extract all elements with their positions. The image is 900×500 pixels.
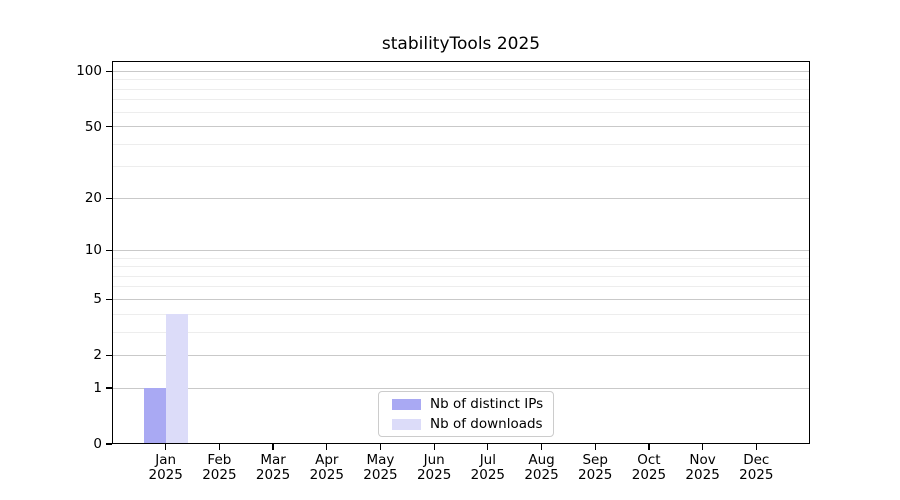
- minor-gridline: [112, 88, 810, 90]
- x-tick-month: Oct: [637, 452, 661, 468]
- x-tick-mark: [326, 444, 328, 450]
- x-tick-month: Jun: [423, 452, 445, 468]
- y-tick-mark: [106, 387, 112, 389]
- x-tick-label: Apr 2025: [299, 453, 355, 483]
- x-tick-mark: [218, 444, 221, 450]
- y-tick-mark: [106, 298, 112, 301]
- x-tick-month: Apr: [315, 452, 339, 468]
- x-tick-label: Jul 2025: [460, 453, 516, 483]
- legend-label: Nb of distinct IPs: [430, 396, 544, 412]
- x-tick-year: 2025: [416, 467, 452, 483]
- chart-title: stabilityTools 2025: [381, 34, 541, 54]
- x-tick-year: 2025: [578, 467, 613, 483]
- minor-gridline: [112, 166, 810, 168]
- x-tick-mark: [648, 444, 650, 450]
- bar-downloads-jan: [165, 314, 188, 444]
- x-tick-month: Jul: [479, 452, 496, 468]
- legend-swatch: [392, 418, 421, 430]
- x-tick-month: Dec: [743, 452, 770, 468]
- minor-gridline: [112, 331, 810, 333]
- minor-gridline: [112, 286, 810, 288]
- x-tick-mark: [594, 444, 596, 450]
- x-tick-label: Jan 2025: [138, 453, 194, 483]
- x-tick-label: Jun 2025: [406, 453, 462, 483]
- legend-item: Nb of downloads: [387, 416, 545, 432]
- x-tick-year: 2025: [309, 467, 344, 483]
- x-tick-label: May 2025: [352, 453, 408, 483]
- minor-gridline: [112, 266, 810, 268]
- x-tick-month: Sep: [582, 452, 608, 468]
- x-tick-year: 2025: [631, 467, 667, 483]
- x-tick-year: 2025: [739, 467, 774, 483]
- minor-gridline: [112, 99, 810, 101]
- x-tick-label: Feb 2025: [191, 453, 247, 483]
- minor-gridline: [112, 79, 810, 81]
- y-tick-mark: [106, 443, 112, 445]
- major-gridline: [112, 387, 810, 389]
- x-tick-month: Feb: [207, 452, 232, 468]
- y-tick-mark: [106, 70, 112, 73]
- x-tick-label: Aug 2025: [514, 453, 570, 483]
- x-tick-mark: [540, 444, 543, 450]
- x-tick-label: Mar 2025: [245, 453, 301, 483]
- axes-frame: [112, 61, 810, 444]
- x-tick-month: Jan: [155, 452, 177, 468]
- x-tick-label: Nov 2025: [675, 453, 731, 483]
- x-tick-year: 2025: [685, 467, 720, 483]
- y-tick-mark: [106, 197, 112, 199]
- y-tick-mark: [106, 354, 112, 356]
- legend-swatch: [392, 398, 421, 410]
- x-tick-year: 2025: [148, 467, 183, 483]
- y-tick-label: 0: [93, 436, 102, 452]
- y-tick-label: 100: [76, 63, 102, 80]
- y-tick-label: 10: [84, 242, 102, 259]
- minor-gridline: [112, 257, 810, 259]
- x-tick-label: Sep 2025: [567, 453, 623, 483]
- x-tick-mark: [701, 444, 704, 450]
- x-tick-mark: [165, 444, 167, 450]
- y-tick-mark: [106, 125, 112, 128]
- bar-distinct-ips-jan: [143, 388, 166, 444]
- x-tick-year: 2025: [202, 467, 237, 483]
- y-tick-label: 50: [84, 118, 102, 135]
- major-gridline: [112, 249, 810, 251]
- x-tick-mark: [755, 444, 757, 450]
- x-tick-month: Mar: [260, 452, 286, 468]
- y-tick-mark: [106, 249, 112, 252]
- major-gridline: [112, 298, 810, 300]
- major-gridline: [112, 126, 810, 128]
- x-tick-label: Dec 2025: [728, 453, 784, 483]
- legend-item: Nb of distinct IPs: [387, 396, 545, 412]
- y-tick-label: 20: [84, 190, 102, 207]
- x-tick-mark: [272, 444, 274, 450]
- x-tick-year: 2025: [255, 467, 291, 483]
- y-tick-label: 2: [93, 347, 102, 364]
- minor-gridline: [112, 111, 810, 113]
- x-tick-month: May: [366, 452, 395, 468]
- minor-gridline: [112, 313, 810, 315]
- x-tick-mark: [379, 444, 382, 450]
- x-tick-month: Aug: [528, 452, 555, 468]
- x-tick-mark: [487, 444, 489, 450]
- minor-gridline: [112, 143, 810, 145]
- major-gridline: [112, 70, 810, 72]
- x-tick-label: Oct 2025: [621, 453, 677, 483]
- y-tick-label: 1: [93, 380, 102, 397]
- legend-label: Nb of downloads: [430, 416, 543, 432]
- x-tick-year: 2025: [470, 467, 506, 483]
- major-gridline: [112, 197, 810, 199]
- x-tick-year: 2025: [524, 467, 559, 483]
- x-tick-month: Nov: [689, 452, 716, 468]
- major-gridline: [112, 354, 810, 356]
- x-tick-mark: [433, 444, 435, 450]
- plot-area: 0 1 2 5 10 20 50 100 Jan 2025 Feb 2025 Mar 2025 Apr 202…: [76, 61, 810, 483]
- y-tick-label: 5: [93, 291, 102, 308]
- legend: Nb of distinct IPs Nb of downloads: [378, 391, 554, 437]
- minor-gridline: [112, 275, 810, 277]
- x-tick-year: 2025: [363, 467, 398, 483]
